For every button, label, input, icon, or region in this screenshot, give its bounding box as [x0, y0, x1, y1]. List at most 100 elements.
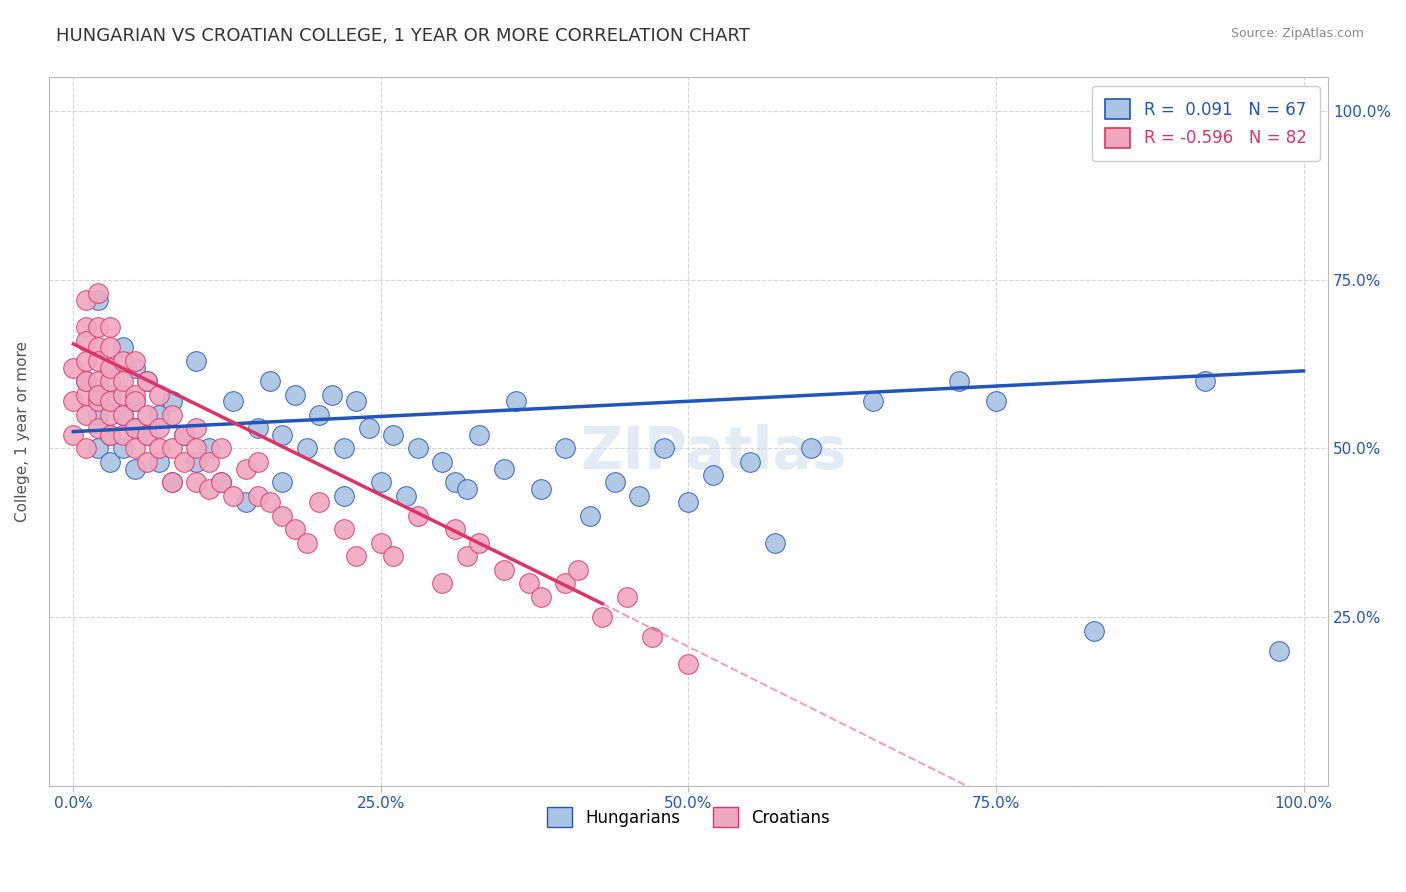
- Point: [186, 475, 208, 490]
- Point: [209, 475, 232, 490]
- Point: [75, 320, 97, 334]
- Point: [124, 461, 146, 475]
- Point: [148, 387, 170, 401]
- Point: [432, 455, 454, 469]
- Point: [579, 508, 602, 523]
- Point: [124, 394, 146, 409]
- Point: [75, 334, 97, 348]
- Point: [628, 489, 651, 503]
- Point: [763, 536, 786, 550]
- Point: [124, 360, 146, 375]
- Point: [62, 428, 84, 442]
- Point: [124, 442, 146, 456]
- Point: [456, 549, 478, 564]
- Point: [333, 523, 356, 537]
- Point: [136, 374, 159, 388]
- Point: [111, 408, 134, 422]
- Point: [75, 293, 97, 307]
- Point: [197, 442, 219, 456]
- Point: [406, 508, 429, 523]
- Point: [284, 523, 307, 537]
- Point: [591, 610, 613, 624]
- Point: [98, 360, 121, 375]
- Point: [87, 421, 110, 435]
- Point: [678, 495, 700, 509]
- Point: [948, 374, 970, 388]
- Point: [87, 293, 110, 307]
- Point: [235, 461, 257, 475]
- Point: [222, 394, 245, 409]
- Point: [75, 374, 97, 388]
- Point: [111, 428, 134, 442]
- Point: [173, 428, 195, 442]
- Point: [702, 468, 724, 483]
- Point: [98, 394, 121, 409]
- Point: [136, 455, 159, 469]
- Point: [616, 590, 638, 604]
- Point: [271, 428, 294, 442]
- Point: [394, 489, 416, 503]
- Point: [98, 408, 121, 422]
- Point: [1268, 644, 1291, 658]
- Point: [554, 442, 576, 456]
- Point: [344, 394, 367, 409]
- Point: [98, 428, 121, 442]
- Point: [209, 475, 232, 490]
- Point: [456, 482, 478, 496]
- Legend: Hungarians, Croatians: Hungarians, Croatians: [540, 800, 837, 834]
- Point: [321, 387, 343, 401]
- Point: [1083, 624, 1105, 638]
- Point: [222, 489, 245, 503]
- Point: [124, 421, 146, 435]
- Point: [738, 455, 761, 469]
- Point: [173, 428, 195, 442]
- Point: [98, 455, 121, 469]
- Point: [603, 475, 626, 490]
- Y-axis label: College, 1 year or more: College, 1 year or more: [15, 341, 30, 522]
- Point: [271, 475, 294, 490]
- Point: [432, 576, 454, 591]
- Point: [75, 374, 97, 388]
- Point: [295, 536, 318, 550]
- Point: [75, 353, 97, 368]
- Text: HUNGARIAN VS CROATIAN COLLEGE, 1 YEAR OR MORE CORRELATION CHART: HUNGARIAN VS CROATIAN COLLEGE, 1 YEAR OR…: [56, 27, 751, 45]
- Point: [75, 387, 97, 401]
- Point: [136, 428, 159, 442]
- Point: [517, 576, 540, 591]
- Point: [209, 442, 232, 456]
- Point: [62, 360, 84, 375]
- Point: [98, 340, 121, 354]
- Point: [111, 340, 134, 354]
- Point: [186, 442, 208, 456]
- Point: [124, 421, 146, 435]
- Point: [98, 387, 121, 401]
- Point: [98, 360, 121, 375]
- Point: [370, 536, 392, 550]
- Point: [111, 353, 134, 368]
- Point: [492, 563, 515, 577]
- Point: [111, 374, 134, 388]
- Point: [186, 455, 208, 469]
- Point: [492, 461, 515, 475]
- Point: [87, 320, 110, 334]
- Point: [197, 482, 219, 496]
- Point: [370, 475, 392, 490]
- Point: [87, 374, 110, 388]
- Point: [75, 442, 97, 456]
- Point: [800, 442, 823, 456]
- Point: [98, 320, 121, 334]
- Point: [382, 428, 405, 442]
- Point: [1194, 374, 1216, 388]
- Point: [87, 340, 110, 354]
- Point: [111, 387, 134, 401]
- Point: [87, 394, 110, 409]
- Point: [259, 495, 281, 509]
- Point: [468, 536, 491, 550]
- Point: [259, 374, 281, 388]
- Point: [186, 353, 208, 368]
- Point: [530, 482, 553, 496]
- Point: [246, 455, 269, 469]
- Point: [333, 442, 356, 456]
- Point: [87, 408, 110, 422]
- Point: [443, 523, 465, 537]
